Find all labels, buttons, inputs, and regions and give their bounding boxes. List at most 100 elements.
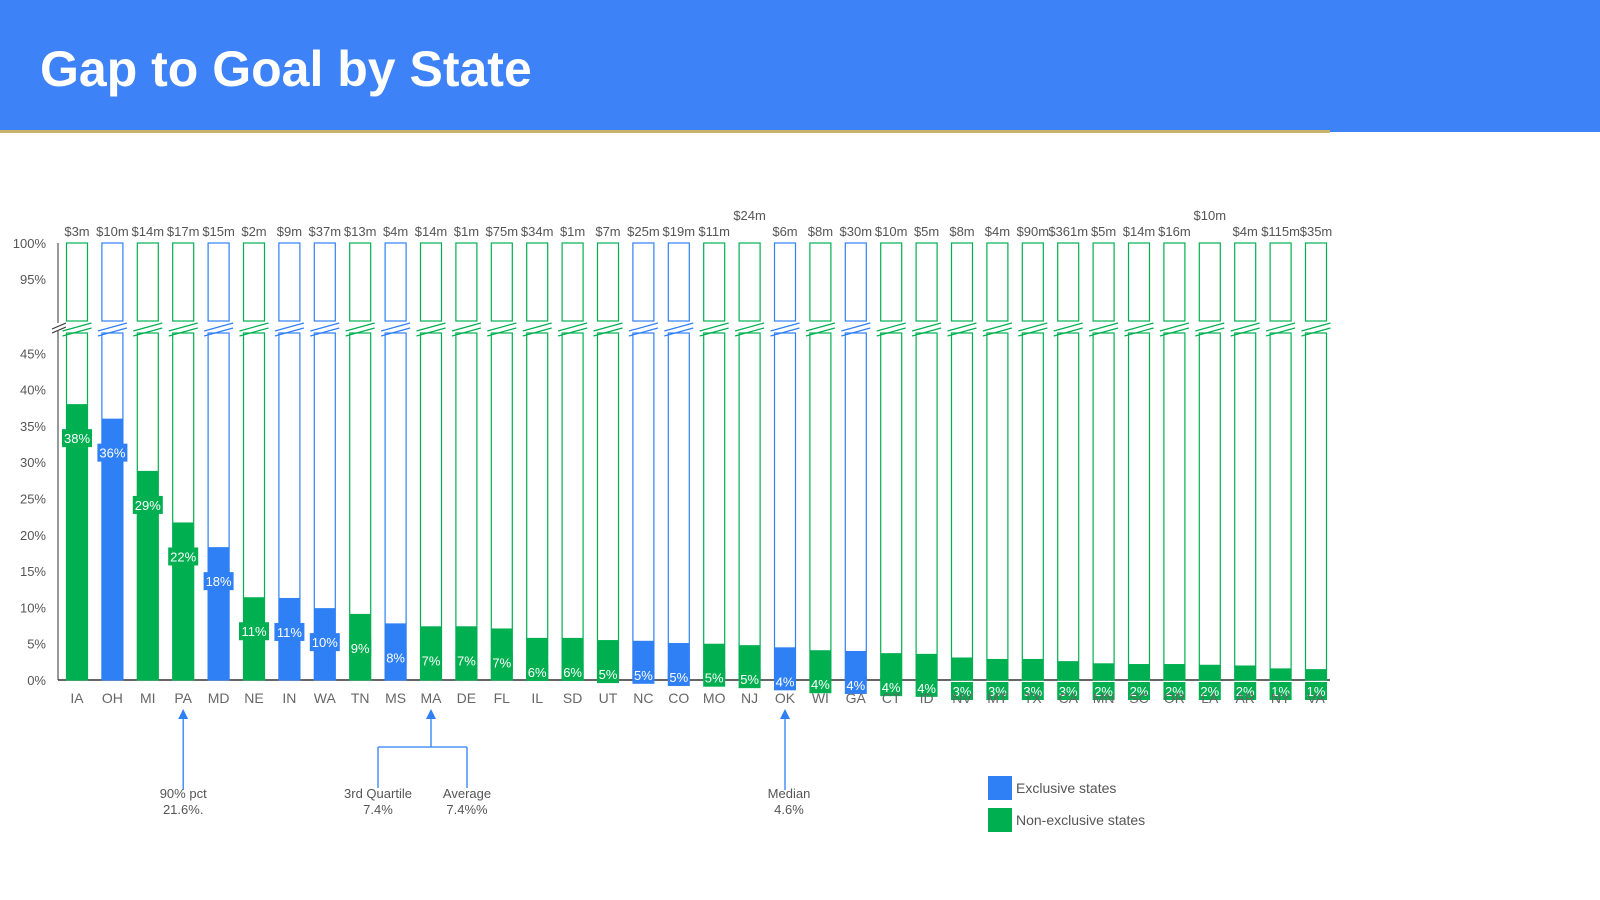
data-label: 5% [669, 670, 688, 685]
arrow-90pct-head [178, 709, 189, 719]
bar-outline-top [455, 242, 478, 322]
data-label-box [274, 622, 305, 641]
data-label-box [951, 682, 973, 700]
data-label: 5% [599, 667, 618, 682]
bar [1234, 665, 1256, 680]
data-label-box [239, 622, 269, 641]
y-axis-break-gap [54, 323, 64, 331]
x-tick-label: PA [174, 690, 192, 706]
bar-break-mark [770, 322, 800, 332]
bar-break-mark [451, 327, 482, 337]
bar-outline-top [136, 242, 159, 322]
x-tick-label: MI [140, 690, 156, 706]
gap-amount-label: $10m [96, 224, 129, 239]
bar-break-mark [628, 327, 659, 337]
x-tick-label: SC [1129, 690, 1148, 706]
bar [1022, 658, 1044, 680]
data-label-box [349, 638, 372, 657]
x-tick-label: IL [531, 690, 543, 706]
bar-break-mark [734, 322, 765, 332]
bar-break-mark [239, 327, 269, 337]
bar-outline-top [349, 242, 372, 322]
bar-outline-top [738, 242, 761, 322]
data-label: 5% [705, 671, 724, 686]
bar [1305, 669, 1327, 680]
bar [172, 522, 194, 680]
annotation-median-label: Median [768, 786, 811, 801]
bar [101, 418, 123, 680]
x-tick-label: LA [1201, 690, 1219, 706]
bar-outline-top [526, 242, 549, 322]
gap-amount-label: $4m [985, 224, 1010, 239]
data-label: 3% [1023, 684, 1042, 699]
bar-outline-top [1127, 242, 1151, 322]
bar [774, 647, 796, 680]
x-tick-label: TN [351, 690, 370, 706]
bar [1128, 664, 1150, 680]
bar-outline-top [596, 242, 620, 322]
data-label-box [1269, 682, 1292, 700]
bar [1270, 668, 1292, 680]
data-label-box [455, 651, 478, 670]
gap-amount-label: $4m [1233, 224, 1258, 239]
data-label: 2% [1130, 684, 1149, 699]
bar-break-mark [734, 327, 765, 337]
y-tick-label: 0% [27, 673, 46, 688]
gap-amount-label: $30m [840, 224, 873, 239]
data-label: 3% [988, 684, 1007, 699]
data-label-box [915, 678, 938, 697]
data-label-box [1198, 682, 1221, 700]
bar-outline [915, 332, 938, 681]
gap-amount-label: $13m [344, 224, 377, 239]
data-label-box [1128, 682, 1150, 700]
gap-amount-label: $6m [772, 224, 797, 239]
bar-outline [844, 332, 867, 681]
y-axis-break-mark [51, 326, 67, 334]
bar-outline-top [844, 242, 867, 322]
x-tick-label: NV [952, 690, 972, 706]
annotation-average-label: Average [443, 786, 491, 801]
x-tick-label: NJ [741, 690, 758, 706]
bar-outline [1269, 332, 1292, 681]
bar [1163, 664, 1185, 680]
slide-header [0, 0, 1600, 132]
bar [986, 658, 1008, 680]
bar-outline-top [1269, 242, 1292, 322]
bar-break-mark [522, 327, 552, 337]
gap-amount-label: $9m [277, 224, 302, 239]
x-tick-label: UT [599, 690, 618, 706]
bar-break-mark [1195, 327, 1225, 337]
data-label-box [168, 547, 199, 566]
gap-amount-label: $19m [663, 224, 696, 239]
bar-break-mark [345, 322, 375, 332]
data-label-box [384, 648, 407, 667]
bar [1199, 664, 1221, 680]
legend-label-non-exclusive: Non-exclusive states [1016, 812, 1146, 828]
bar-break-mark [805, 322, 836, 332]
bar-break-mark [911, 322, 942, 332]
data-label-box [809, 675, 832, 694]
bar-outline-top [490, 242, 513, 322]
bar-outline-top [419, 242, 443, 322]
bar-break-mark [841, 327, 871, 337]
data-label-box [880, 678, 903, 697]
bar-outline-top [242, 242, 266, 322]
data-label-box [738, 670, 761, 689]
bar-break-mark [97, 322, 128, 332]
gap-amount-label: $8m [808, 224, 833, 239]
data-label-box [597, 665, 619, 684]
bar-outline-top [1092, 242, 1115, 322]
data-label-box [632, 665, 655, 684]
bar-break-mark [841, 322, 871, 332]
gap-amount-label: $37m [309, 224, 342, 239]
bar-break-mark [699, 322, 729, 332]
bar-outline [1057, 332, 1080, 681]
data-label-box [1057, 682, 1080, 700]
annotation-average-value: 7.4%% [446, 802, 488, 817]
data-label-box [1163, 682, 1186, 700]
gap-amount-label: $14m [415, 224, 448, 239]
x-tick-label: NE [244, 690, 263, 706]
bar-break-mark [203, 322, 234, 332]
data-label: 4% [846, 678, 865, 693]
bar-break-mark [522, 322, 552, 332]
